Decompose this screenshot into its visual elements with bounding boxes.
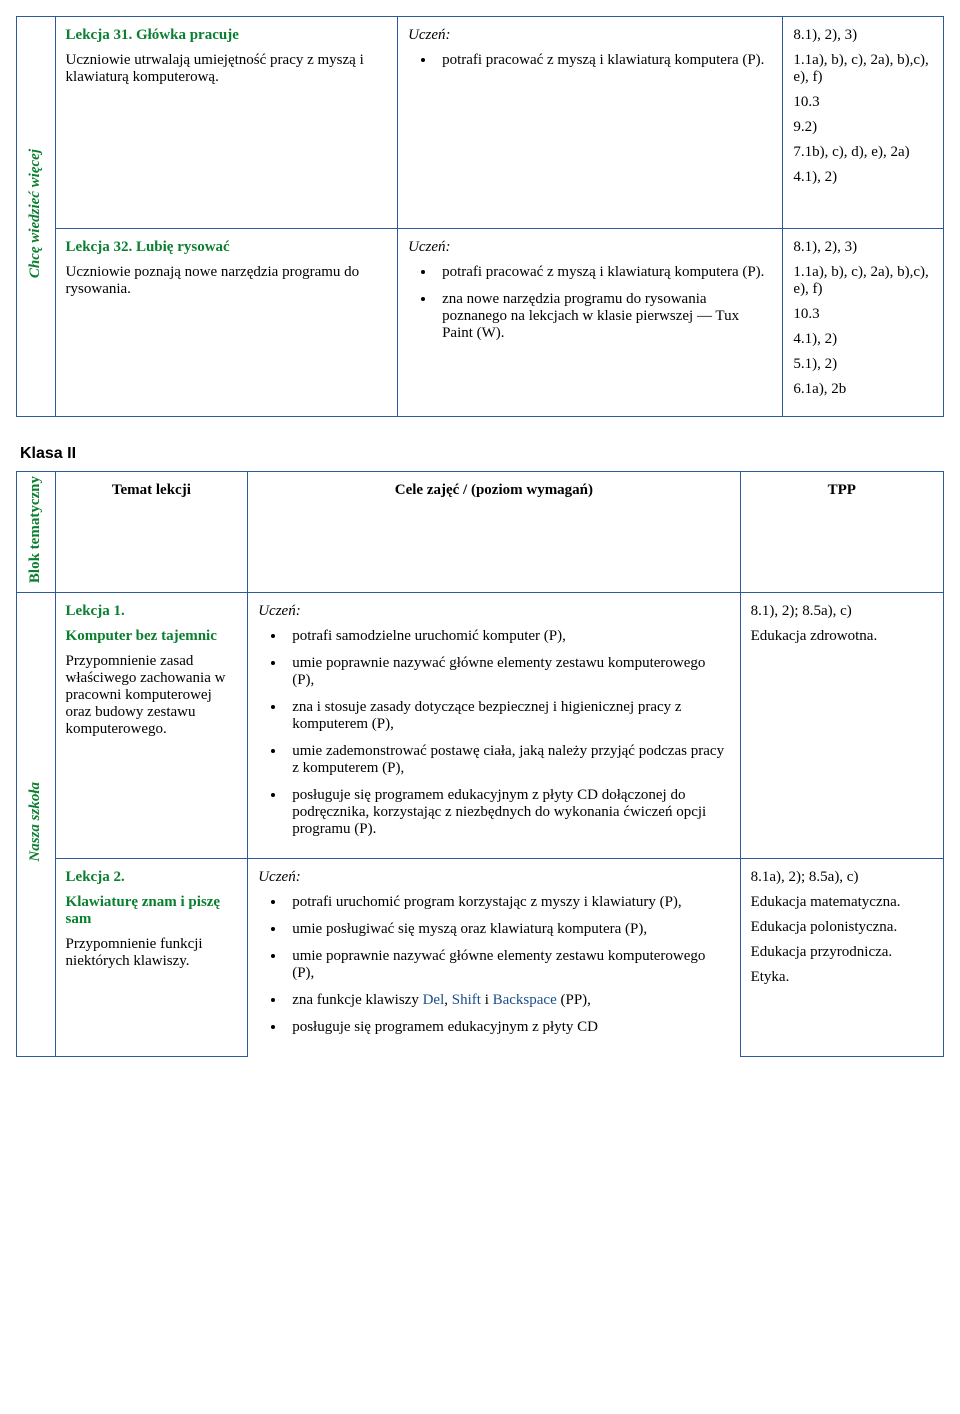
sidebar-label-cell: Nasza szkoła — [17, 593, 56, 1057]
list-item: zna funkcje klawiszy Del, Shift i Backsp… — [286, 992, 729, 1009]
lessons-table-1: Chcę wiedzieć więcej Lekcja 31. Główka p… — [16, 16, 944, 417]
table-row: Chcę wiedzieć więcej Lekcja 31. Główka p… — [17, 17, 944, 229]
goal-tail: (PP), — [557, 992, 591, 1008]
goals-cell: Uczeń: potrafi uruchomić program korzyst… — [248, 859, 740, 1057]
list-item: zna nowe narzędzia programu do rysowania… — [436, 291, 772, 342]
tpp-item: 8.1), 2); 8.5a), c) — [751, 603, 933, 620]
goal-text: zna funkcje klawiszy — [292, 992, 422, 1008]
lesson-subtitle: Komputer bez tajemnic — [66, 628, 217, 644]
list-item: umie poprawnie nazywać główne elementy z… — [286, 948, 729, 982]
column-header: TPP — [740, 472, 943, 593]
goals-intro: Uczeń: — [408, 239, 772, 256]
tpp-item: 4.1), 2) — [793, 331, 933, 348]
list-item: zna i stosuje zasady dotyczące bezpieczn… — [286, 699, 729, 733]
tpp-item: Edukacja zdrowotna. — [751, 628, 933, 645]
goals-intro: Uczeń: — [408, 27, 772, 44]
tpp-item: 5.1), 2) — [793, 356, 933, 373]
sidebar-header: Blok tematyczny — [27, 476, 44, 583]
tpp-item: 10.3 — [793, 306, 933, 323]
lesson-cell: Lekcja 2. Klawiaturę znam i piszę sam Pr… — [55, 859, 248, 1057]
goals-cell: Uczeń: potrafi samodzielne uruchomić kom… — [248, 593, 740, 859]
list-item: posługuje się programem edukacyjnym z pł… — [286, 1019, 729, 1036]
lesson-title: Lekcja 31. Główka pracuje — [66, 27, 239, 43]
table-row: Lekcja 2. Klawiaturę znam i piszę sam Pr… — [17, 859, 944, 1057]
list-item: umie poprawnie nazywać główne elementy z… — [286, 655, 729, 689]
tpp-item: 10.3 — [793, 94, 933, 111]
tpp-cell: 8.1), 2); 8.5a), c) Edukacja zdrowotna. — [740, 593, 943, 859]
sidebar-label: Nasza szkoła — [27, 782, 44, 862]
lesson-title: Lekcja 1. — [66, 603, 125, 619]
tpp-cell: 8.1), 2), 3) 1.1a), b), c), 2a), b),c), … — [783, 229, 944, 417]
lesson-cell: Lekcja 31. Główka pracuje Uczniowie utrw… — [55, 17, 398, 229]
sidebar-header-cell: Blok tematyczny — [17, 472, 56, 593]
lesson-subtitle: Klawiaturę znam i piszę sam — [66, 894, 221, 927]
lessons-table-2: Blok tematyczny Temat lekcji Cele zajęć … — [16, 471, 944, 1057]
list-item: potrafi samodzielne uruchomić komputer (… — [286, 628, 729, 645]
tpp-item: Etyka. — [751, 969, 933, 986]
column-header: Cele zajęć / (poziom wymagań) — [248, 472, 740, 593]
lesson-title: Lekcja 32. Lubię rysować — [66, 239, 230, 255]
separator: , — [444, 992, 452, 1008]
list-item: umie zademonstrować postawę ciała, jaką … — [286, 743, 729, 777]
list-item: potrafi pracować z myszą i klawiaturą ko… — [436, 52, 772, 69]
tpp-item: 4.1), 2) — [793, 169, 933, 186]
goals-intro: Uczeń: — [258, 869, 729, 886]
tpp-item: Edukacja polonistyczna. — [751, 919, 933, 936]
lesson-description: Przypomnienie funkcji niektórych klawisz… — [66, 936, 238, 970]
goals-cell: Uczeń: potrafi pracować z myszą i klawia… — [398, 229, 783, 417]
tpp-item: 6.1a), 2b — [793, 381, 933, 398]
header-row: Blok tematyczny Temat lekcji Cele zajęć … — [17, 472, 944, 593]
tpp-item: 8.1a), 2); 8.5a), c) — [751, 869, 933, 886]
goals-list: potrafi uruchomić program korzystając z … — [258, 894, 729, 1036]
separator: i — [481, 992, 493, 1008]
table-row: Lekcja 32. Lubię rysować Uczniowie pozna… — [17, 229, 944, 417]
list-item: potrafi pracować z myszą i klawiaturą ko… — [436, 264, 772, 281]
list-item: potrafi uruchomić program korzystając z … — [286, 894, 729, 911]
tpp-item: 7.1b), c), d), e), 2a) — [793, 144, 933, 161]
goals-list: potrafi pracować z myszą i klawiaturą ko… — [408, 264, 772, 342]
lesson-cell: Lekcja 32. Lubię rysować Uczniowie pozna… — [55, 229, 398, 417]
lesson-title: Lekcja 2. — [66, 869, 125, 885]
lesson-cell: Lekcja 1. Komputer bez tajemnic Przypomn… — [55, 593, 248, 859]
tpp-item: Edukacja przyrodnicza. — [751, 944, 933, 961]
key-name: Del — [423, 992, 445, 1008]
sidebar-label-cell: Chcę wiedzieć więcej — [17, 17, 56, 417]
sidebar-label: Chcę wiedzieć więcej — [27, 149, 44, 278]
key-name: Shift — [452, 992, 481, 1008]
tpp-item: 9.2) — [793, 119, 933, 136]
tpp-item: Edukacja matematyczna. — [751, 894, 933, 911]
lesson-description: Przypomnienie zasad właściwego zachowani… — [66, 653, 238, 738]
column-header: Temat lekcji — [55, 472, 248, 593]
key-name: Backspace — [493, 992, 557, 1008]
list-item: umie posługiwać się myszą oraz klawiatur… — [286, 921, 729, 938]
goals-intro: Uczeń: — [258, 603, 729, 620]
goals-list: potrafi pracować z myszą i klawiaturą ko… — [408, 52, 772, 69]
tpp-cell: 8.1), 2), 3) 1.1a), b), c), 2a), b),c), … — [783, 17, 944, 229]
lesson-description: Uczniowie utrwalają umiejętność pracy z … — [66, 52, 388, 86]
tpp-cell: 8.1a), 2); 8.5a), c) Edukacja matematycz… — [740, 859, 943, 1057]
tpp-item: 8.1), 2), 3) — [793, 27, 933, 44]
tpp-item: 1.1a), b), c), 2a), b),c), e), f) — [793, 52, 933, 86]
section-heading: Klasa II — [20, 445, 944, 463]
table-row: Nasza szkoła Lekcja 1. Komputer bez taje… — [17, 593, 944, 859]
goals-list: potrafi samodzielne uruchomić komputer (… — [258, 628, 729, 838]
tpp-item: 8.1), 2), 3) — [793, 239, 933, 256]
goals-cell: Uczeń: potrafi pracować z myszą i klawia… — [398, 17, 783, 229]
lesson-description: Uczniowie poznają nowe narzędzia program… — [66, 264, 388, 298]
list-item: posługuje się programem edukacyjnym z pł… — [286, 787, 729, 838]
tpp-item: 1.1a), b), c), 2a), b),c), e), f) — [793, 264, 933, 298]
